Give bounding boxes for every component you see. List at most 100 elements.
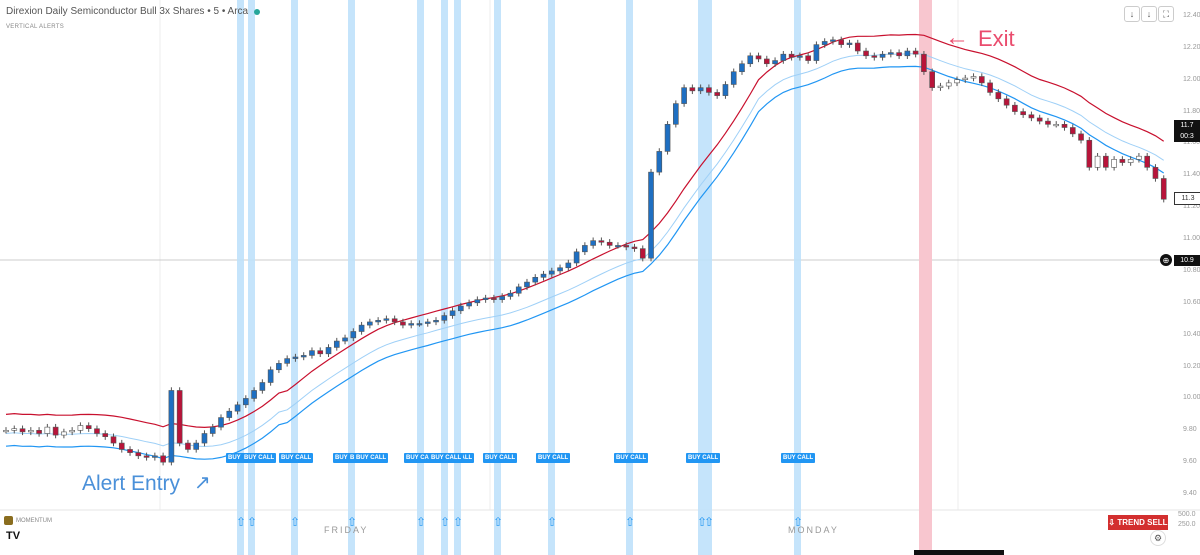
candle-body xyxy=(730,71,737,85)
candle-body xyxy=(168,390,175,463)
candle-body xyxy=(1036,117,1043,122)
last-price-badge: 11.7 xyxy=(1174,120,1200,131)
candle-body xyxy=(209,426,216,434)
trend-sell-label: TREND SELL xyxy=(1117,518,1168,527)
candle-body xyxy=(962,77,969,80)
candle-body xyxy=(979,76,985,84)
trend-sell-badge: ⇩ TREND SELL xyxy=(1108,515,1168,530)
y-tick-label: 12.00 xyxy=(1183,75,1200,83)
exit-annotation: Exit xyxy=(978,26,1015,51)
alert-highlight-bar xyxy=(794,0,801,555)
candle-body xyxy=(1045,120,1051,125)
candle-body xyxy=(532,277,539,283)
buy-call-label: BUY CALL xyxy=(781,453,816,463)
candle-body xyxy=(28,430,34,433)
y-tick-label: 12.40 xyxy=(1183,11,1200,19)
candle-body xyxy=(19,428,26,433)
buy-signal-arrow-icon: ⇧ xyxy=(290,515,301,529)
buy-call-label: BUY CALL xyxy=(404,453,439,463)
buy-signal-arrow-icon: ⇧ xyxy=(547,515,558,529)
candle-body xyxy=(846,42,853,45)
candle-body xyxy=(590,240,596,246)
candle-body xyxy=(267,369,274,383)
alert-highlight-bar xyxy=(291,0,298,555)
download-button[interactable]: ↓ xyxy=(1141,6,1157,22)
alert-highlight-bar xyxy=(248,0,255,555)
candle-body xyxy=(598,240,605,243)
market-status-icon xyxy=(254,8,261,15)
candle-body xyxy=(631,246,638,249)
candle-body xyxy=(805,55,811,61)
candle-body xyxy=(1136,155,1142,160)
candle-body xyxy=(1061,124,1068,128)
exit-arrow-icon: ← xyxy=(945,24,969,51)
crosshair-target-icon[interactable]: ⊕ xyxy=(1160,254,1172,266)
candle-body xyxy=(888,52,894,55)
candle-body xyxy=(714,92,720,96)
momentum-label: MOMENTUM xyxy=(16,518,52,524)
candle-body xyxy=(44,426,51,434)
candle-body xyxy=(1012,104,1018,112)
candle-body xyxy=(176,390,183,444)
candle-body xyxy=(69,430,75,433)
candle-body xyxy=(706,87,712,93)
buy-signal-arrow-icon: ⇧ xyxy=(793,515,804,529)
candle-body xyxy=(400,321,406,326)
buy-call-label: BUY CALL xyxy=(279,453,314,463)
candle-body xyxy=(813,44,820,61)
buy-call-label: BUY CALL xyxy=(429,453,464,463)
buy-call-label: BUY CALL xyxy=(686,453,721,463)
candle-body xyxy=(1119,159,1126,163)
candle-body xyxy=(1111,159,1117,168)
tradingview-logo-icon[interactable]: TV xyxy=(6,530,21,542)
candle-body xyxy=(433,320,439,323)
candle-body xyxy=(309,350,315,356)
candle-body xyxy=(524,281,530,288)
candle-body xyxy=(284,358,290,364)
candle-body xyxy=(656,151,663,173)
candle-body xyxy=(449,310,456,316)
candle-body xyxy=(863,50,869,57)
settings-icon[interactable]: ⚙ xyxy=(1150,530,1166,546)
alert-highlight-bar xyxy=(441,0,448,555)
scroll-bar[interactable] xyxy=(914,550,1004,555)
candle-body xyxy=(243,398,249,406)
indicator-value-mid: 250.0 xyxy=(1178,521,1196,528)
candle-body xyxy=(77,425,84,431)
y-tick-label: 9.60 xyxy=(1183,458,1197,466)
candle-body xyxy=(36,430,42,434)
price-axis[interactable]: 12.40 12.20 12.00 11.80 11.60 11.40 11.20 11.00… xyxy=(1176,0,1200,510)
candle-body xyxy=(763,58,770,65)
candle-body xyxy=(1078,133,1084,141)
candle-body xyxy=(540,273,547,278)
candle-body xyxy=(673,103,679,125)
candle-body xyxy=(557,267,563,272)
candle-body xyxy=(1103,155,1109,168)
candle-body xyxy=(623,245,630,248)
candle-body xyxy=(226,410,233,418)
candle-body xyxy=(416,323,423,326)
scroll-down-button[interactable]: ↓ xyxy=(1124,6,1140,22)
candle-body xyxy=(52,426,59,436)
candle-body xyxy=(838,39,845,45)
candle-body xyxy=(201,433,208,444)
y-tick-label: 11.00 xyxy=(1183,235,1200,243)
candle-body xyxy=(1086,139,1093,168)
candle-body xyxy=(821,41,828,45)
candle-body xyxy=(383,318,390,321)
fullscreen-button[interactable]: ⛶ xyxy=(1158,6,1174,22)
buy-signal-arrow-icon: ⇧ xyxy=(247,515,258,529)
candle-body xyxy=(466,302,472,307)
candle-body xyxy=(912,50,919,55)
buy-signal-arrow-icon: ⇧ xyxy=(625,515,636,529)
candle-body xyxy=(945,82,952,87)
candle-body xyxy=(681,87,687,104)
buy-call-label: BUY CALL xyxy=(242,453,277,463)
candle-body xyxy=(499,296,505,300)
buy-signal-arrow-icon: ⇧ xyxy=(704,515,715,529)
candle-body xyxy=(755,55,762,60)
candle-body xyxy=(772,60,778,65)
candle-body xyxy=(987,82,993,93)
candle-body xyxy=(515,286,522,294)
